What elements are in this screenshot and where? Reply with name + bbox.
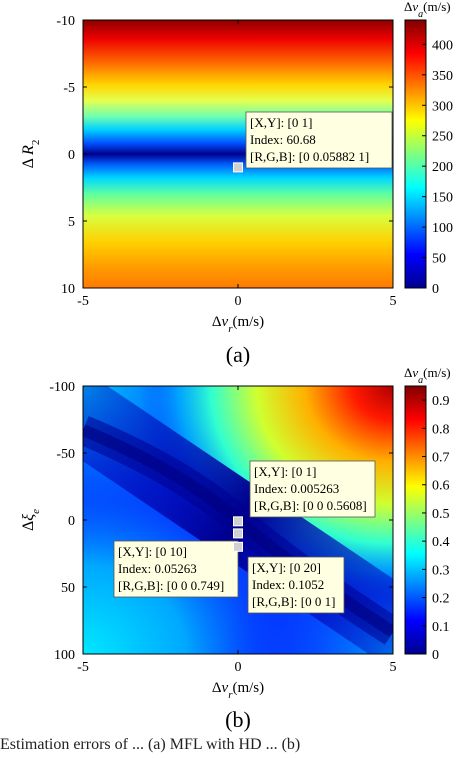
y-tick-label: -5 <box>63 81 75 96</box>
datatip-line: [R,G,B]: [0 0 0.749] <box>118 578 224 593</box>
figure-caption: Estimation errors of ... (a) MFL with HD… <box>0 736 301 753</box>
datatip[interactable]: [X,Y]: [0 10] Index: 0.05263 [R,G,B]: [0 0… <box>113 528 243 598</box>
y-tick-label: -10 <box>56 14 75 29</box>
colorbar-tick-label: 0.1 <box>432 620 450 635</box>
datatip-box <box>113 540 239 598</box>
x-tick-label: 0 <box>235 660 242 675</box>
colorbar-label-a: Δva(m/s) <box>404 0 451 20</box>
datatip-line: [X,Y]: [0 1] <box>250 115 312 130</box>
datatip-marker[interactable] <box>233 516 243 527</box>
datatip-box <box>245 111 393 169</box>
colorbar-tick-label: 400 <box>432 38 453 53</box>
colorbar-ticks-b: 0.9 0.8 0.7 0.6 0.5 0.4 0.3 0.2 0.1 0 <box>422 394 450 663</box>
y-axis-label-b: Δξe <box>20 509 42 531</box>
colorbar-tick-label: 50 <box>432 252 446 267</box>
colorbar-tick-label: 0.7 <box>432 451 450 466</box>
colorbar-ticks-a: 400 350 300 250 200 150 100 50 0 <box>422 38 453 297</box>
colorbar-a <box>404 19 427 289</box>
colorbar-tick-label: 0.3 <box>432 563 450 578</box>
y-tick-label: -50 <box>56 447 75 462</box>
x-axis-label-b: Δvr(m/s) <box>212 680 264 701</box>
colorbar-tick-label: 0.2 <box>432 592 450 607</box>
panel-label-b: (b) <box>225 707 251 732</box>
datatip-marker[interactable] <box>233 528 243 539</box>
colorbar-tick-label: 250 <box>432 130 453 145</box>
y-axis-label-a: Δ R2 <box>20 140 42 169</box>
colorbar-tick-label: 350 <box>432 69 453 84</box>
x-axis-label-a: Δvr(m/s) <box>212 314 264 335</box>
panel-label-a: (a) <box>226 342 250 367</box>
datatip-line: Index: 0.05263 <box>118 561 197 576</box>
datatips-a: [X,Y]: [0 1] Index: 60.68 [R,G,B]: [0 0.05… <box>233 111 393 173</box>
colorbar-tick-label: 0.6 <box>432 479 450 494</box>
datatip-line: Index: 0.005263 <box>254 481 339 496</box>
datatip-box <box>249 460 376 518</box>
colorbar-tick-label: 150 <box>432 191 453 206</box>
colorbar-tick-label: 0.9 <box>432 394 450 409</box>
colorbar-label-b: Δva(m/s) <box>404 365 451 386</box>
datatip[interactable]: [X,Y]: [0 1] Index: 0.005263 [R,G,B]: [0 0… <box>233 460 376 527</box>
colorbar-tick-label: 0 <box>432 648 439 663</box>
colorbar-tick-label: 0.5 <box>432 507 450 522</box>
x-tick-label: 5 <box>390 294 397 309</box>
colorbar-tick-label: 300 <box>432 99 453 114</box>
x-tick-label: 0 <box>235 294 242 309</box>
y-tick-label: 0 <box>68 148 75 163</box>
colorbar-tick-label: 200 <box>432 160 453 175</box>
datatip-line: Index: 0.1052 <box>252 577 324 592</box>
y-tick-label: -100 <box>49 380 75 395</box>
colorbar-tick-label: 100 <box>432 221 453 236</box>
datatip-marker[interactable] <box>233 541 243 552</box>
datatip-line: [X,Y]: [0 1] <box>254 464 316 479</box>
panel-a: -5 0 5 -10 -5 0 5 10 [X,Y]: [0 1] Index: 60.68 [R… <box>20 0 453 367</box>
datatip[interactable]: [X,Y]: [0 1] Index: 60.68 [R,G,B]: [0 0.05… <box>233 111 393 173</box>
y-tick-label: 50 <box>61 581 75 596</box>
y-tick-label: 5 <box>68 215 75 230</box>
x-tick-label: -5 <box>77 660 89 675</box>
datatip-line: [R,G,B]: [0 0 1] <box>252 594 335 609</box>
y-tick-label: 10 <box>61 282 75 297</box>
datatip[interactable]: [X,Y]: [0 20] Index: 0.1052 [R,G,B]: [0 0 … <box>233 541 345 614</box>
datatip-line: [R,G,B]: [0 0.05882 1] <box>250 149 369 164</box>
x-tick-label: -5 <box>77 294 89 309</box>
datatips-b: [X,Y]: [0 1] Index: 0.005263 [R,G,B]: [0 0… <box>113 460 376 614</box>
tick-marks-a: -5 0 5 -10 -5 0 5 10 <box>56 14 396 309</box>
datatip-marker[interactable] <box>233 162 243 173</box>
colorbar-tick-label: 0 <box>432 282 439 297</box>
datatip-line: [X,Y]: [0 10] <box>118 544 187 559</box>
colorbar-tick-label: 0.8 <box>432 422 450 437</box>
datatip-line: [R,G,B]: [0 0 0.5608] <box>254 498 367 513</box>
datatip-line: Index: 60.68 <box>250 132 316 147</box>
colorbar-tick-label: 0.4 <box>432 535 450 550</box>
colorbar-b <box>404 385 427 655</box>
datatip-line: [X,Y]: [0 20] <box>252 560 321 575</box>
y-tick-label: 100 <box>54 648 75 663</box>
y-tick-label: 0 <box>68 514 75 529</box>
datatip-box <box>247 556 345 614</box>
x-tick-label: 5 <box>390 660 397 675</box>
